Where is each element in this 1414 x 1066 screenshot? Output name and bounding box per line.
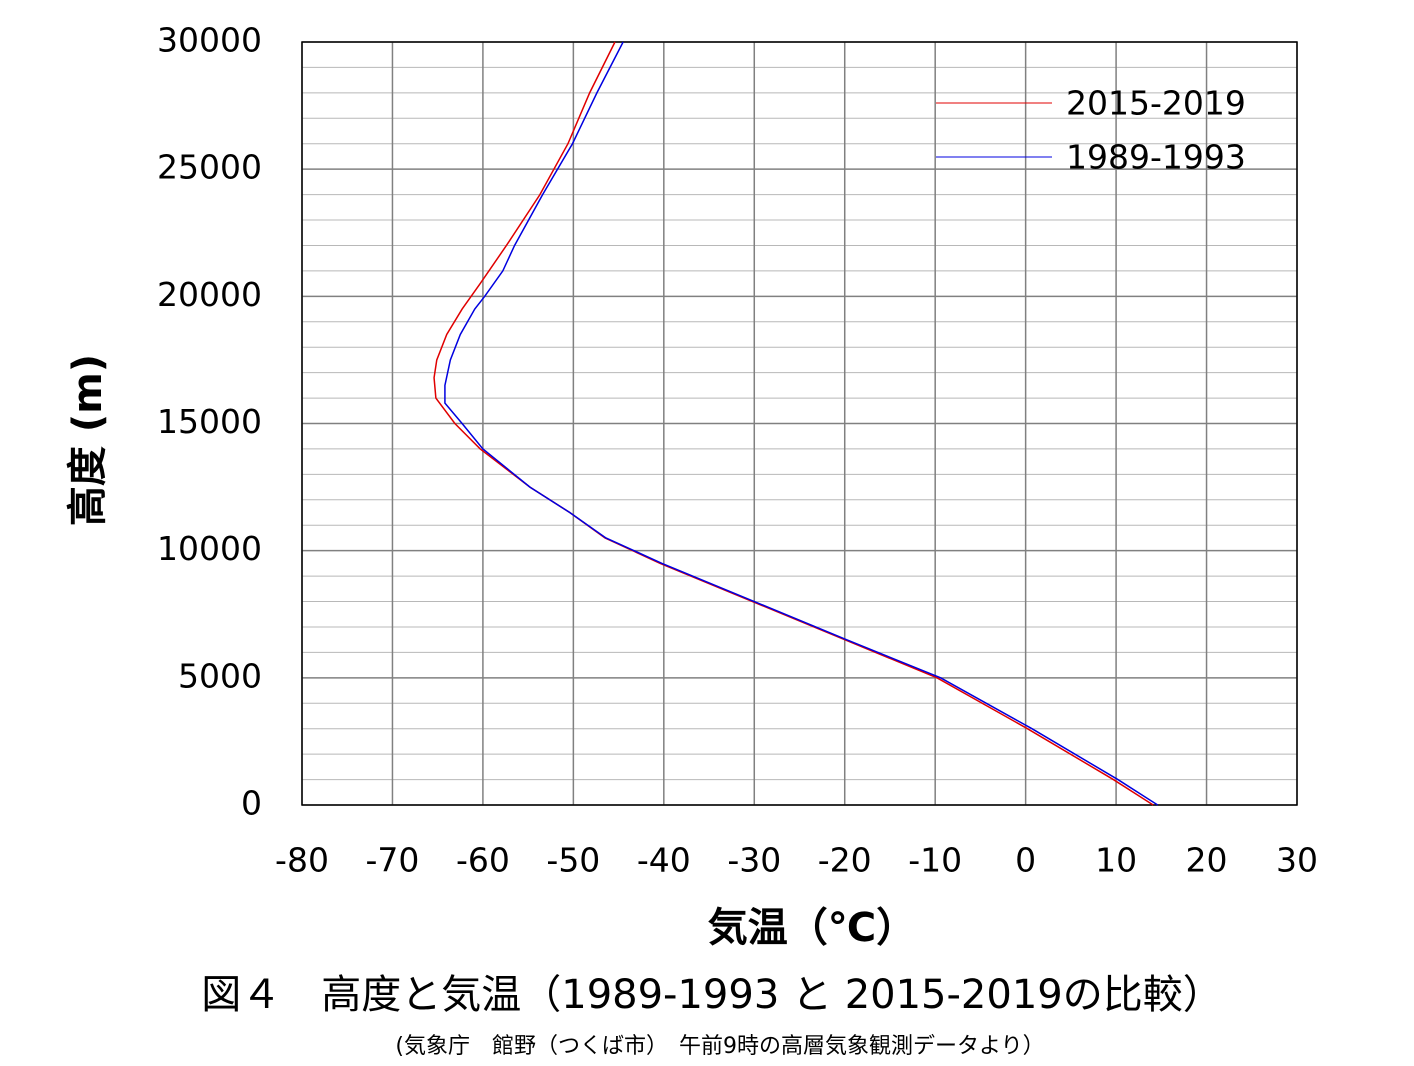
y-tick-label: 0 — [241, 784, 262, 823]
x-tick-label: 10 — [1095, 841, 1137, 880]
x-axis-label: 気温（℃） — [708, 905, 916, 951]
x-tick-label: -60 — [456, 841, 510, 880]
data-line — [433, 41, 1154, 806]
x-tick-label: -40 — [637, 841, 691, 880]
x-tick-label: -30 — [727, 841, 781, 880]
y-tick-label: 30000 — [157, 21, 262, 60]
y-tick-label: 5000 — [178, 656, 262, 695]
x-tick-label: 30 — [1276, 841, 1318, 880]
plot-border — [301, 41, 1298, 806]
data-line — [444, 41, 1159, 806]
chart-subtitle: (気象庁 館野（つくば市） 午前9時の高層気象観測データより） — [395, 1034, 1044, 1059]
x-tick-label: 20 — [1186, 841, 1228, 880]
legend-label: 2015-2019 — [1066, 84, 1246, 123]
x-tick-label: -80 — [275, 841, 329, 880]
legend-label: 1989-1993 — [1066, 138, 1246, 177]
y-tick-label: 25000 — [157, 148, 262, 187]
y-tick-label: 10000 — [157, 529, 262, 568]
x-tick-label: -10 — [908, 841, 962, 880]
y-axis-label: 高度 (m) — [65, 354, 111, 526]
x-tick-label: -20 — [818, 841, 872, 880]
y-tick-label: 20000 — [157, 275, 262, 314]
chart-title: 図４ 高度と気温（1989-1993 と 2015-2019の比較） — [201, 972, 1222, 1018]
x-tick-label: 0 — [1015, 841, 1036, 880]
x-tick-label: -50 — [546, 841, 600, 880]
y-tick-label: 15000 — [157, 402, 262, 441]
x-tick-label: -70 — [366, 841, 420, 880]
